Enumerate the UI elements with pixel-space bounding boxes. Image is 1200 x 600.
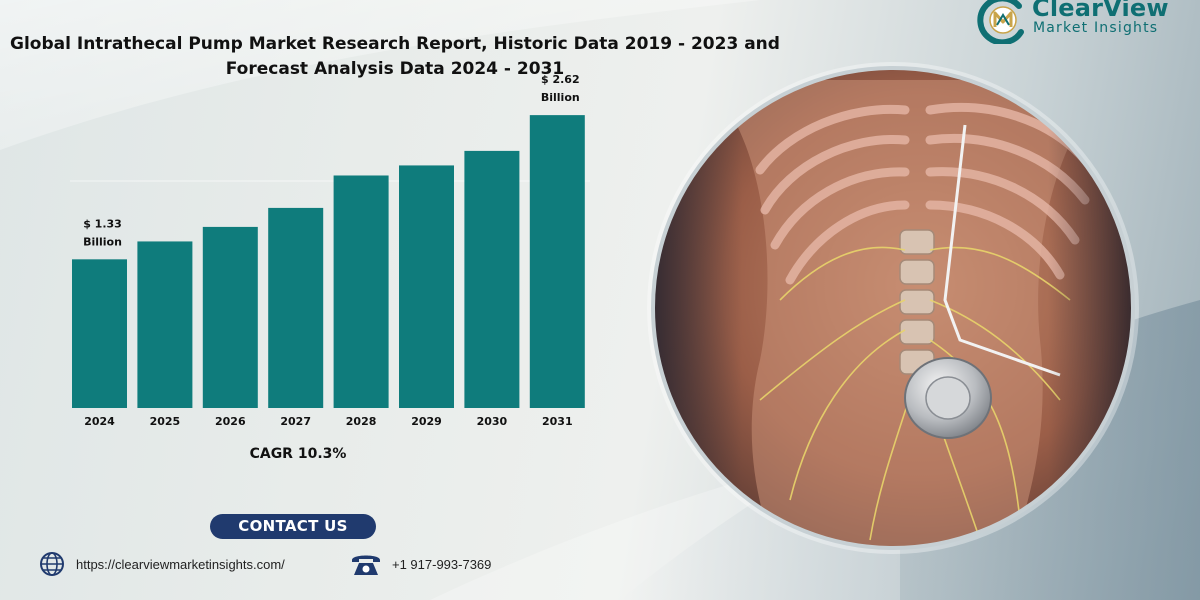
phone-number[interactable]: +1 917-993-7369 — [392, 556, 492, 572]
x-tick-label-2024: 2024 — [84, 415, 115, 428]
cagr-label: CAGR 10.3% — [250, 446, 347, 462]
x-tick-label-2025: 2025 — [150, 415, 181, 428]
x-tick-label-2028: 2028 — [346, 415, 377, 428]
title-line-1: Global Intrathecal Pump Market Research … — [10, 34, 780, 54]
title-line-2: Forecast Analysis Data 2024 - 2031 — [225, 59, 565, 79]
data-label-2031-value: $ 2.62 — [541, 73, 580, 86]
brand-name: ClearView — [1032, 0, 1169, 22]
data-label-2031-unit: Billion — [541, 91, 580, 104]
website-link[interactable]: https://clearviewmarketinsights.com/ — [76, 556, 285, 572]
contact-us-button[interactable]: CONTACT US — [210, 514, 376, 539]
brand-subtitle: Market Insights — [1033, 20, 1159, 36]
x-tick-label-2030: 2030 — [477, 415, 508, 428]
data-label-2024-unit: Billion — [83, 235, 122, 248]
bar-2025 — [137, 241, 193, 408]
bar-2026 — [202, 226, 258, 408]
bar-2028 — [333, 175, 389, 408]
globe-icon — [40, 552, 64, 576]
phone-contact[interactable]: +1 917-993-7369 — [350, 551, 491, 577]
page-title: Global Intrathecal Pump Market Research … — [10, 32, 780, 82]
data-label-2024-value: $ 1.33 — [83, 217, 122, 230]
bar-2029 — [399, 165, 454, 408]
bar-2030 — [464, 150, 520, 408]
x-tick-label-2026: 2026 — [215, 415, 246, 428]
bar-2024 — [72, 259, 127, 408]
x-tick-label-2031: 2031 — [542, 415, 573, 428]
market-size-bar-chart: 2024 2025 2026 2027 2028 2029 2030 2031 $ 1.33 B… — [72, 73, 585, 462]
telephone-icon — [352, 555, 380, 575]
website-contact[interactable]: https://clearviewmarketinsights.com/ — [38, 551, 285, 577]
x-tick-label-2027: 2027 — [280, 415, 311, 428]
cvm-monogram-icon — [977, 0, 1024, 44]
brand-logo: ClearView Market Insights — [975, 0, 1200, 44]
x-tick-label-2029: 2029 — [411, 415, 442, 428]
bar-2031 — [529, 115, 585, 408]
bar-2027 — [268, 207, 324, 408]
